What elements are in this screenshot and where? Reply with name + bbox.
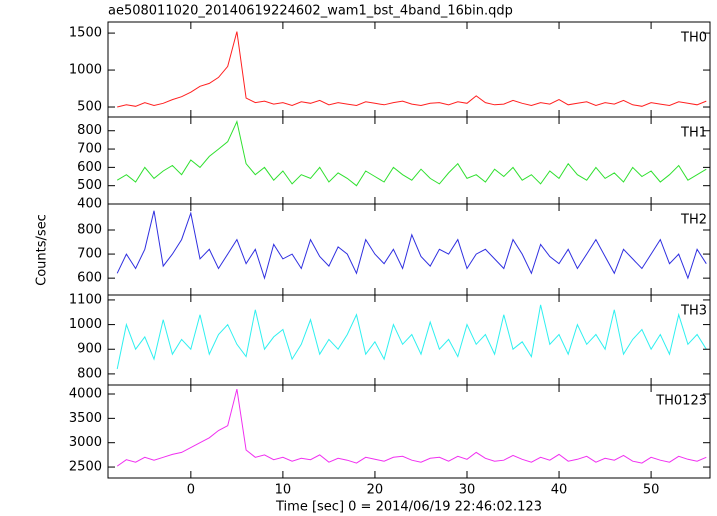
y-tick-label: 400 xyxy=(77,197,102,212)
y-tick-label: 700 xyxy=(77,247,102,262)
y-tick-label: 4000 xyxy=(69,387,102,402)
x-tick-label: 10 xyxy=(275,483,292,498)
y-tick-label: 700 xyxy=(77,142,102,157)
x-tick-label: 20 xyxy=(367,483,384,498)
panel-frame xyxy=(107,294,711,386)
panel-frame xyxy=(107,384,711,479)
light-curve xyxy=(116,304,707,370)
y-tick-label: 500 xyxy=(77,178,102,193)
y-tick-label: 600 xyxy=(77,160,102,175)
y-tick-label: 1500 xyxy=(69,26,102,41)
y-tick-label: 800 xyxy=(77,366,102,381)
x-axis-label: Time [sec] 0 = 2014/06/19 22:46:02.123 xyxy=(275,500,542,515)
y-tick-label: 2500 xyxy=(69,460,102,475)
panel-frame xyxy=(107,116,711,205)
panel-label: TH0 xyxy=(680,31,707,46)
x-tick-label: 30 xyxy=(459,483,476,498)
light-curve xyxy=(116,210,707,280)
light-curve xyxy=(116,388,707,467)
y-tick-label: 1000 xyxy=(69,63,102,78)
y-tick-label: 1000 xyxy=(69,317,102,332)
y-tick-label: 1100 xyxy=(69,292,102,307)
panel-label: TH2 xyxy=(680,213,707,228)
y-tick-label: 500 xyxy=(77,100,102,115)
y-tick-label: 3000 xyxy=(69,435,102,450)
x-tick-label: 0 xyxy=(187,483,195,498)
light-curve xyxy=(117,31,707,108)
y-tick-label: 3500 xyxy=(69,411,102,426)
y-axis-label: Counts/sec xyxy=(35,214,50,286)
x-tick-label: 40 xyxy=(551,483,568,498)
y-tick-label: 900 xyxy=(77,342,102,357)
y-tick-label: 800 xyxy=(77,123,102,138)
panel-label: TH0123 xyxy=(655,394,707,409)
panel-label: TH1 xyxy=(680,126,707,141)
y-tick-label: 600 xyxy=(77,271,102,286)
y-tick-label: 800 xyxy=(77,223,102,238)
panel-label: TH3 xyxy=(680,304,707,319)
chart-title: ae508011020_20140619224602_wam1_bst_4ban… xyxy=(108,4,513,19)
x-tick-label: 50 xyxy=(643,483,660,498)
light-curve xyxy=(116,120,707,187)
